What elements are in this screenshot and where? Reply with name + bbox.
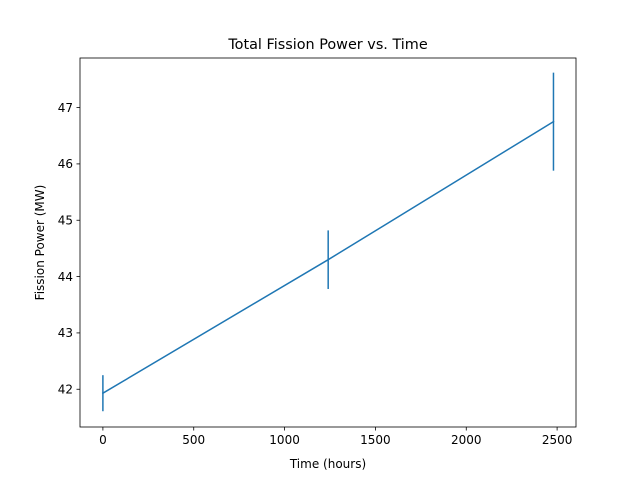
series-layer <box>101 72 555 412</box>
axes-frame <box>79 57 577 428</box>
x-ticks: 0 500 1000 1500 2000 2500 <box>99 427 572 447</box>
y-ticks: 42 43 44 45 46 47 <box>58 101 80 397</box>
x-tick-label: 0 <box>99 433 107 447</box>
y-tick-label: 42 <box>58 383 73 397</box>
y-tick-label: 44 <box>58 270 73 284</box>
chart-title: Total Fission Power vs. Time <box>227 37 428 53</box>
x-axis-label: Time (hours) <box>289 457 366 471</box>
y-tick-label: 47 <box>58 101 73 115</box>
x-tick-label: 1000 <box>269 433 300 447</box>
y-axis-label: Fission Power (MW) <box>33 185 47 301</box>
y-tick-label: 46 <box>58 157 73 171</box>
y-tick-label: 45 <box>58 214 73 228</box>
x-tick-label: 500 <box>182 433 205 447</box>
x-tick-label: 1500 <box>360 433 391 447</box>
x-tick-label: 2500 <box>542 433 573 447</box>
x-tick-label: 2000 <box>451 433 482 447</box>
y-tick-label: 43 <box>58 326 73 340</box>
